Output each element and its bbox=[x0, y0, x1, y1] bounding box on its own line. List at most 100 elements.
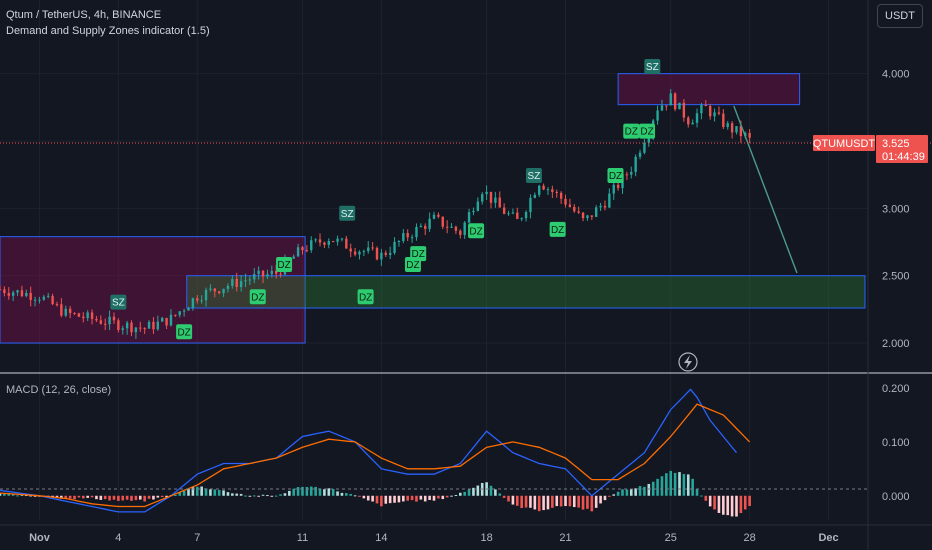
candle-body bbox=[257, 270, 260, 275]
macd-histogram-bar bbox=[117, 495, 120, 501]
candle-body bbox=[77, 313, 81, 317]
candle-body bbox=[581, 212, 585, 219]
candle-body bbox=[305, 250, 309, 252]
candle-body bbox=[108, 316, 111, 325]
indicator-title[interactable]: Demand and Supply Zones indicator (1.5) bbox=[6, 25, 210, 37]
macd-tick-label: 0.200 bbox=[882, 383, 910, 395]
candle-body bbox=[11, 292, 15, 296]
macd-histogram-bar bbox=[743, 495, 747, 510]
candle-body bbox=[700, 104, 703, 114]
time-axis[interactable]: Nov 4 7 11 14 18 21 25 28 Dec bbox=[29, 532, 839, 544]
macd-histogram-bar bbox=[90, 495, 94, 498]
macd-histogram-bar bbox=[99, 495, 103, 500]
marker-label: SZ bbox=[646, 62, 659, 73]
candle-body bbox=[182, 310, 186, 312]
candle-body bbox=[467, 212, 471, 223]
candle-body bbox=[362, 251, 366, 253]
marker-box bbox=[176, 324, 193, 340]
macd-histogram-bar bbox=[551, 495, 554, 508]
candle-body bbox=[169, 314, 173, 326]
candle-body bbox=[415, 226, 418, 238]
candle-body bbox=[669, 93, 672, 106]
marker-box bbox=[623, 123, 640, 139]
candle-body bbox=[143, 328, 146, 330]
candle-body bbox=[134, 327, 138, 333]
macd-histogram-bar bbox=[318, 488, 322, 496]
candle-body bbox=[717, 112, 721, 114]
candle-body bbox=[437, 214, 440, 217]
macd-histogram-bar bbox=[323, 489, 326, 496]
time-tick-label: 18 bbox=[480, 532, 492, 544]
currency-button[interactable]: USDT bbox=[877, 4, 923, 28]
macd-histogram-bar bbox=[371, 495, 374, 502]
candle-body bbox=[86, 312, 89, 319]
macd-histogram-bar bbox=[691, 478, 694, 496]
marker-box bbox=[339, 205, 356, 221]
candle-body bbox=[95, 318, 98, 321]
macd-histogram-bar bbox=[682, 474, 686, 496]
macd-histogram-bar bbox=[708, 495, 712, 507]
macd-histogram-bar bbox=[555, 495, 559, 507]
candle-body bbox=[235, 278, 238, 288]
candle-body bbox=[213, 288, 217, 292]
candle-body bbox=[248, 279, 252, 281]
symbol-title[interactable]: Qtum / TetherUS, 4h, BINANCE bbox=[6, 9, 162, 21]
sz-marker: SZ bbox=[339, 205, 356, 221]
price-tag-value: 3.525 bbox=[882, 138, 910, 150]
marker-label: DZ bbox=[469, 226, 482, 237]
candle-body bbox=[187, 307, 190, 311]
macd-histogram-bar bbox=[296, 487, 300, 496]
candle-body bbox=[695, 113, 699, 123]
macd-histogram-bar bbox=[279, 494, 282, 496]
macd-histogram-bar bbox=[459, 492, 462, 496]
macd-histogram-bar bbox=[160, 495, 164, 498]
lightning-icon[interactable] bbox=[678, 352, 698, 372]
marker-box bbox=[357, 289, 374, 305]
candle-body bbox=[564, 198, 567, 205]
macd-histogram-bar bbox=[301, 486, 304, 496]
candle-body bbox=[410, 237, 414, 239]
candle-body bbox=[559, 192, 563, 199]
macd-histogram-bar bbox=[345, 493, 348, 496]
candle-body bbox=[616, 184, 620, 189]
candle-body bbox=[494, 197, 497, 203]
dz-marker: DZ bbox=[410, 246, 427, 262]
macd-histogram-bar bbox=[678, 472, 681, 496]
macd-axis[interactable]: 0.200 0.100 0.000 bbox=[882, 383, 910, 503]
macd-histogram-bar bbox=[292, 488, 296, 496]
candle-body bbox=[577, 211, 580, 213]
candle-body bbox=[327, 241, 330, 245]
time-tick-label: 4 bbox=[115, 532, 121, 544]
macd-histogram-bar bbox=[95, 495, 98, 500]
candle-body bbox=[551, 189, 554, 193]
macd-histogram-bar bbox=[542, 495, 545, 511]
macd-histogram-bar bbox=[60, 495, 63, 499]
macd-histogram-bar bbox=[498, 493, 502, 496]
candle-body bbox=[340, 238, 344, 240]
candle-body bbox=[112, 316, 116, 321]
candle-body bbox=[152, 321, 155, 330]
macd-histogram-bar bbox=[621, 489, 624, 496]
macd-histogram-bar bbox=[327, 488, 331, 496]
candle-body bbox=[384, 252, 387, 255]
macd-histogram-bar bbox=[314, 486, 317, 496]
candle-body bbox=[432, 214, 436, 219]
candle-body bbox=[524, 212, 528, 219]
dz-marker: DZ bbox=[249, 289, 266, 305]
macd-histogram-bar bbox=[288, 490, 291, 496]
time-tick-label: 14 bbox=[375, 532, 387, 544]
candle-body bbox=[573, 206, 576, 212]
candle-body bbox=[454, 226, 458, 231]
candle-body bbox=[191, 298, 195, 308]
macd-histogram-bar bbox=[515, 495, 519, 506]
price-tick-label: 3.000 bbox=[882, 203, 910, 215]
macd-histogram-bar bbox=[520, 495, 523, 509]
macd-histogram-bar bbox=[625, 489, 629, 496]
time-tick-label: Dec bbox=[818, 532, 838, 544]
macd-histogram-bar bbox=[415, 495, 418, 502]
macd-histogram-bar bbox=[165, 495, 168, 498]
candle-body bbox=[507, 213, 510, 215]
macd-histogram-bar bbox=[669, 470, 673, 496]
candles bbox=[0, 89, 751, 339]
